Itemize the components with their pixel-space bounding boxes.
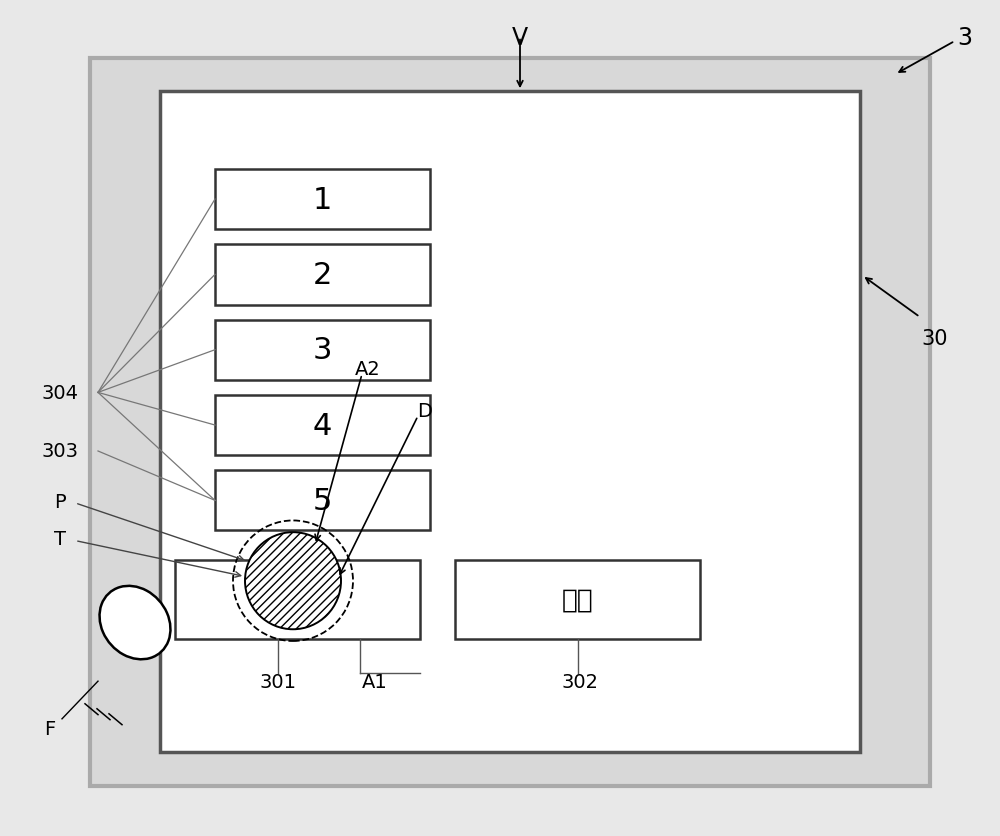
Text: V: V (512, 26, 528, 49)
Text: 3: 3 (958, 26, 972, 49)
Text: 1: 1 (313, 186, 332, 214)
Bar (215, 471, 430, 531)
Text: 301: 301 (260, 672, 296, 691)
Text: A2: A2 (355, 360, 381, 379)
Bar (215, 395, 430, 456)
Bar (215, 170, 430, 230)
Text: F: F (44, 720, 56, 738)
Text: 30: 30 (922, 329, 948, 349)
Ellipse shape (100, 586, 170, 660)
Bar (175, 560, 420, 640)
Text: 5: 5 (313, 487, 332, 515)
Text: 303: 303 (42, 442, 78, 461)
Bar (215, 320, 430, 380)
Text: 开始: 开始 (282, 587, 313, 613)
Text: D: D (418, 402, 432, 421)
Text: 3: 3 (313, 336, 332, 364)
Bar (160, 92, 860, 752)
Text: 停止: 停止 (562, 587, 593, 613)
Bar (455, 560, 700, 640)
Text: T: T (54, 530, 66, 548)
Text: A1: A1 (362, 672, 388, 691)
Bar (90, 59, 930, 786)
Text: 304: 304 (42, 384, 78, 402)
Text: P: P (54, 492, 66, 511)
Text: 302: 302 (562, 672, 598, 691)
Bar (215, 245, 430, 305)
Ellipse shape (245, 533, 341, 630)
Text: 4: 4 (313, 411, 332, 440)
Text: 2: 2 (313, 261, 332, 289)
